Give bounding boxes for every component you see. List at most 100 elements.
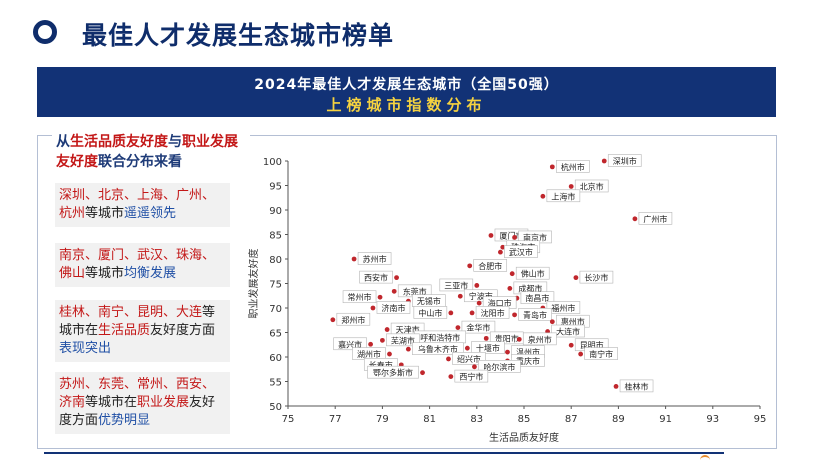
data-point [380, 337, 385, 343]
data-point [370, 305, 376, 311]
point-label: 乌鲁木齐市 [418, 344, 458, 354]
chart-banner: 2024年最佳人才发展生态城市（全国50强） 上榜城市指数分布 [37, 67, 776, 117]
point-label: 中山市 [418, 308, 442, 318]
data-point [467, 263, 473, 269]
y-tick-label: 65 [269, 329, 282, 340]
point-label-box [473, 259, 508, 272]
data-point [448, 374, 454, 379]
insight-text-segment: 南京、厦门、武汉、珠海、佛山 [59, 248, 216, 281]
data-point [500, 244, 506, 250]
point-label: 芜湖市 [391, 335, 415, 345]
point-label: 郑州市 [341, 315, 365, 325]
point-label: 嘉兴市 [338, 339, 362, 349]
point-label: 昆明市 [580, 340, 604, 350]
point-label-box [454, 369, 489, 383]
banner-subtitle: 上榜城市指数分布 [326, 96, 487, 114]
insight-text-segment: 等城市在 [59, 305, 216, 338]
point-label: 广州市 [643, 214, 667, 224]
point-label-box [515, 266, 550, 280]
x-tick-label: 87 [565, 414, 578, 425]
banner-title: 2024年最佳人才发展生态城市（全国50强） [254, 77, 559, 93]
point-label-box [342, 290, 377, 304]
data-point [387, 351, 392, 357]
point-label: 海口市 [488, 298, 512, 308]
y-tick-label: 80 [269, 255, 282, 266]
point-label: 宁波市 [469, 291, 493, 301]
point-label: 东莞市 [403, 286, 427, 296]
x-tick-label: 79 [376, 414, 389, 425]
point-label-box [359, 270, 393, 284]
insight-text-segment: 苏州、东莞、常州、西安、济南 [59, 377, 216, 410]
point-label: 天津市 [396, 325, 420, 335]
x-tick-label: 85 [518, 414, 531, 425]
sidebar-heading-segment: 生活品质友好度 [70, 134, 168, 150]
insight-text-segment: 均衡发展 [124, 266, 177, 281]
x-tick-label: 95 [754, 414, 767, 425]
point-label: 佛山市 [521, 269, 545, 279]
insight-card-leaders: 深圳、北京、上海、广州、杭州等城市遥遥领先 [55, 183, 230, 227]
point-label: 湖州市 [357, 349, 381, 359]
point-label-box [574, 179, 609, 193]
point-label: 鄂尔多斯市 [373, 368, 413, 378]
point-label-box [546, 189, 581, 203]
point-label-box [607, 154, 642, 167]
point-label: 合肥市 [478, 261, 502, 271]
point-label: 武汉市 [509, 247, 533, 257]
data-point [568, 184, 574, 189]
point-label-box [520, 291, 555, 305]
point-label: 南京市 [523, 232, 547, 242]
y-tick-label: 90 [269, 206, 282, 217]
point-label: 沈阳市 [481, 308, 505, 318]
point-label: 厦门市 [499, 230, 523, 240]
corner-mark-icon [700, 455, 710, 463]
data-point [405, 346, 411, 352]
data-point [512, 235, 517, 240]
point-label-box [619, 379, 654, 393]
point-label-box [333, 337, 367, 351]
y-tick-label: 50 [269, 402, 282, 413]
y-tick-label: 100 [263, 157, 282, 168]
point-label: 福州市 [551, 303, 575, 313]
x-tick-label: 75 [282, 414, 295, 425]
footer-divider [44, 452, 724, 454]
point-label: 长春市 [369, 360, 393, 370]
point-label-box [376, 301, 411, 314]
header-ring-icon [33, 20, 57, 44]
data-point [488, 233, 494, 238]
point-label: 绍兴市 [457, 354, 481, 364]
point-label: 温州市 [516, 347, 540, 357]
chart-points: 深圳市杭州市北京市上海市广州市厦门市南京市珠海市武汉市苏州市合肥市佛山市长沙市西… [330, 154, 673, 393]
data-point [601, 158, 607, 164]
insight-text-segment: 表现突出 [59, 341, 112, 356]
point-label: 青岛市 [523, 310, 547, 320]
point-label: 三亚市 [444, 280, 468, 290]
data-point [377, 294, 383, 300]
point-label: 常州市 [348, 292, 372, 302]
y-tick-label: 85 [269, 231, 282, 242]
data-point [498, 249, 503, 255]
point-label: 杭州市 [561, 162, 585, 172]
data-point [457, 293, 463, 299]
point-label: 哈尔滨市 [483, 362, 515, 372]
x-tick-label: 81 [423, 414, 436, 425]
data-point [446, 356, 451, 362]
data-point [505, 349, 510, 355]
sidebar-heading-segment: 与 [168, 134, 182, 150]
point-label: 无锡市 [417, 296, 441, 306]
point-label-box [546, 301, 581, 314]
insight-text-segment: 友好度方面 [59, 395, 216, 428]
point-label: 桂林市 [625, 381, 649, 391]
insight-text-segment: 等城市在 [85, 395, 138, 410]
data-point [384, 327, 390, 332]
point-label-box [478, 359, 521, 373]
sidebar-heading-segment: 联合分布来看 [98, 154, 182, 170]
insight-text-segment: 深圳、北京、上海、广州、杭州 [59, 188, 216, 221]
data-point [540, 193, 546, 199]
content-frame [37, 135, 777, 449]
data-point [632, 216, 638, 222]
point-label-box [367, 365, 419, 379]
insight-text-segment: 优势明显 [98, 413, 151, 428]
data-point [613, 384, 619, 389]
point-label-box [551, 324, 585, 338]
insight-text-segment: 生活品质 [98, 323, 151, 338]
